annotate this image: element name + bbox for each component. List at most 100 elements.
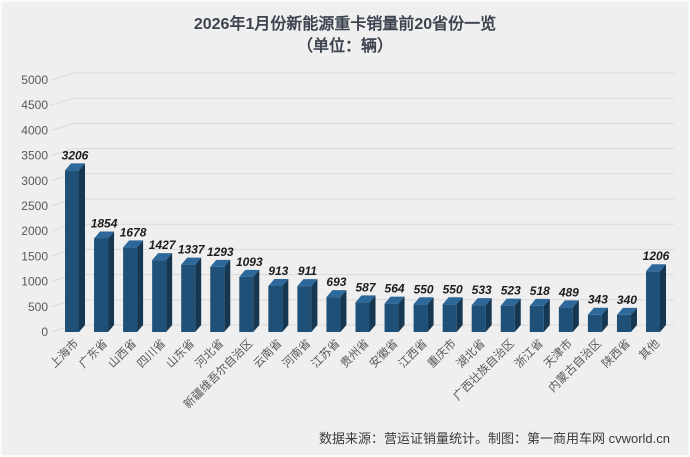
- bar-value-label: 1337: [178, 243, 206, 257]
- x-axis-category-label: 山东省: [164, 337, 198, 371]
- gridline: [50, 248, 674, 257]
- bar-front-face: [355, 302, 370, 332]
- bar-top-face: [529, 298, 550, 306]
- bar-value-label: 693: [326, 275, 346, 289]
- bar-side-face: [660, 264, 666, 332]
- gridline: [50, 97, 674, 106]
- bar-side-face: [137, 240, 144, 332]
- y-axis-tick-label: 3500: [21, 149, 48, 163]
- bar-top-face: [152, 253, 173, 261]
- y-axis-tick-label: 500: [28, 300, 48, 314]
- bar-front-face: [442, 304, 457, 332]
- bar-value-label: 1854: [91, 217, 118, 231]
- bar-top-face: [471, 298, 492, 306]
- x-axis-category-label: 江苏省: [309, 337, 343, 371]
- x-axis-category-label: 其他: [637, 337, 663, 363]
- bar-side-face: [601, 307, 608, 332]
- bar-front-face: [268, 285, 283, 332]
- bar-side-face: [572, 300, 579, 332]
- x-axis-category-label: 云南省: [250, 336, 284, 370]
- y-axis-tick-label: 2500: [21, 199, 48, 213]
- bar-value-label: 1678: [120, 225, 147, 239]
- bar-top-face: [442, 297, 463, 305]
- x-axis-category-label: 四川省: [135, 337, 169, 371]
- gridline: [50, 122, 674, 131]
- y-axis-tick-label: 0: [41, 325, 48, 339]
- bar-front-face: [152, 260, 167, 332]
- bar-column: 1206 其他: [637, 249, 670, 362]
- chart-title: 2026年1月份新能源重卡销量前20省份一览: [193, 16, 497, 33]
- x-axis-category-label: 山西省: [106, 337, 140, 371]
- bar-front-face: [384, 303, 399, 332]
- x-axis-category-label: 安徽省: [366, 336, 400, 370]
- bar-front-face: [471, 305, 486, 332]
- bar-front-face: [326, 297, 341, 332]
- y-axis-tick-label: 2000: [21, 224, 48, 238]
- y-axis-tick-label: 1500: [21, 249, 48, 263]
- bar-side-face: [224, 259, 231, 332]
- bar-value-label: 564: [385, 282, 405, 296]
- bar-side-face: [630, 307, 637, 332]
- bar-value-label: 911: [298, 264, 317, 278]
- y-axis-tick-label: 4500: [21, 98, 48, 112]
- bar-value-label: 489: [558, 285, 579, 299]
- bar-side-face: [166, 253, 173, 332]
- bar-front-face: [65, 170, 79, 332]
- bar-top-face: [268, 278, 289, 286]
- bar-top-face: [94, 231, 115, 239]
- bar-top-face: [326, 290, 347, 298]
- bar-side-face: [514, 298, 521, 332]
- bar-top-face: [500, 298, 521, 306]
- y-axis-tick-label: 5000: [21, 73, 48, 87]
- bar-column: 1337 山东省: [164, 243, 206, 371]
- chart-source-note: 数据来源：营运证销量统计。制图：第一商用车网 cvworld.cn: [318, 431, 670, 446]
- bar-front-face: [181, 264, 196, 332]
- bar-top-face: [355, 295, 376, 303]
- x-axis-category-label: 河南省: [279, 336, 313, 370]
- bar-front-face: [210, 266, 225, 332]
- bar-side-face: [485, 298, 492, 332]
- gridline: [50, 148, 674, 157]
- bar-value-label: 550: [414, 282, 434, 296]
- bar-side-face: [282, 278, 289, 332]
- bar-value-label: 518: [530, 284, 550, 298]
- bar-top-face: [210, 259, 231, 267]
- bar-value-label: 343: [588, 293, 608, 307]
- bar-top-face: [181, 257, 202, 265]
- bar-front-face: [239, 276, 254, 332]
- x-axis-category-label: 广东省: [77, 337, 111, 371]
- bar-value-label: 587: [355, 280, 376, 294]
- chart-subtitle: （单位：辆）: [296, 38, 393, 55]
- bar-column: 3206 上海市: [47, 148, 89, 370]
- x-axis-category-label: 浙江省: [512, 337, 546, 371]
- y-axis-tick-label: 4000: [21, 123, 48, 137]
- bar-value-label: 1206: [643, 249, 670, 263]
- bar-value-label: 533: [472, 283, 492, 297]
- chart-title-block: 2026年1月份新能源重卡销量前20省份一览 （单位：辆）: [2, 14, 688, 58]
- bar-side-face: [369, 295, 376, 332]
- bar-front-face: [413, 304, 428, 332]
- x-axis-category-label: 陕西省: [599, 336, 633, 370]
- gridline: [50, 198, 674, 207]
- bar-top-face: [65, 163, 85, 171]
- bar-value-label: 913: [268, 264, 288, 278]
- bar-front-face: [94, 238, 109, 332]
- bar-front-face: [500, 305, 515, 332]
- bar-side-face: [311, 279, 318, 332]
- bar-front-face: [646, 271, 660, 332]
- bar-top-face: [297, 279, 318, 287]
- bar-front-face: [123, 247, 138, 332]
- y-axis-tick-label: 3000: [21, 174, 48, 188]
- bar-side-face: [543, 298, 550, 332]
- bar-front-face: [297, 286, 312, 332]
- bar-front-face: [587, 314, 602, 332]
- x-axis-category-label: 重庆市: [424, 336, 458, 370]
- bar-top-face: [587, 307, 608, 315]
- bar-side-face: [79, 163, 85, 332]
- x-axis-category-label: 上海市: [47, 336, 81, 370]
- bar-value-label: 523: [501, 284, 521, 298]
- bar-top-face: [646, 264, 666, 272]
- gridline: [50, 72, 674, 81]
